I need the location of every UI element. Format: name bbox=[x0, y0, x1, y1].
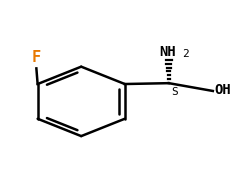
Text: 2: 2 bbox=[181, 49, 188, 59]
Text: S: S bbox=[170, 88, 177, 97]
Text: NH: NH bbox=[159, 45, 175, 59]
Text: OH: OH bbox=[213, 83, 230, 97]
Text: F: F bbox=[32, 50, 41, 65]
